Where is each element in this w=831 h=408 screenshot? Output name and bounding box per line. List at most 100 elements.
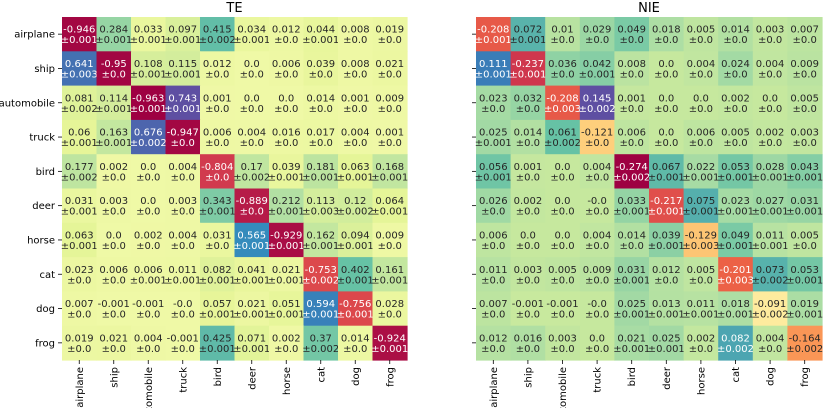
te-cell-error: ±0.001 <box>302 172 339 183</box>
nie-cell-error: ±0.0 <box>516 310 540 321</box>
te-cell-error: ±0.0 <box>205 69 229 80</box>
nie-heatmap-cell <box>579 222 615 258</box>
te-cell-value: 0.001 <box>375 128 404 139</box>
te-cell-error: ±0.001 <box>199 275 236 286</box>
nie-cell-value: 0.021 <box>617 333 646 344</box>
te-cell-value: 0.641 <box>65 59 94 70</box>
te-cell-error: ±0.001 <box>337 241 374 252</box>
nie-heatmap-cell <box>683 154 719 190</box>
te-cell-error: ±0.0 <box>378 35 402 46</box>
nie-heatmap-cell <box>649 119 685 155</box>
nie-heatmap-cell <box>510 291 546 327</box>
te-heatmap-cell <box>372 325 408 361</box>
nie-col-label: airplane <box>489 367 500 408</box>
nie-cell-error: ±0.001 <box>682 207 719 218</box>
nie-cell-value: 0.003 <box>548 333 577 344</box>
te-cell-error: ±0.001 <box>268 172 305 183</box>
nie-heatmap-cell <box>545 154 581 190</box>
nie-cell-error: ±0.001 <box>579 69 616 80</box>
te-col-label: horse <box>282 367 293 395</box>
nie-cell-error: ±0.002 <box>752 310 789 321</box>
te-cell-error: ±0.0 <box>378 138 402 149</box>
nie-cell-value: 0.014 <box>514 128 543 139</box>
nie-cell-value: -0.274 <box>616 162 648 173</box>
nie-cell-value: 0.008 <box>617 59 646 70</box>
nie-cell-value: -0.217 <box>650 196 682 207</box>
nie-cell-error: ±0.0 <box>585 35 609 46</box>
nie-col-label: truck <box>593 367 604 393</box>
te-cell-error: ±0.0 <box>171 207 195 218</box>
nie-cell-value: 0.01 <box>551 25 573 36</box>
te-heatmap-cell <box>96 154 132 190</box>
te-cell-value: -0.001 <box>132 299 164 310</box>
nie-heatmap-cell <box>545 325 581 361</box>
te-heatmap-cell <box>372 257 408 292</box>
te-heatmap-cell <box>62 154 98 190</box>
nie-heatmap-cell <box>579 291 615 327</box>
nie-heatmap-cell <box>545 291 581 327</box>
nie-heatmap-cell <box>476 51 512 87</box>
nie-cell-value: 0.005 <box>790 230 819 241</box>
te-cell-error: ±0.001 <box>61 138 98 149</box>
te-heatmap-cell <box>200 257 236 292</box>
nie-cell-error: ±0.001 <box>475 69 512 80</box>
te-cell-value: 0.743 <box>168 93 197 104</box>
nie-cell-value: -0.237 <box>512 59 544 70</box>
nie-heatmap-cell <box>476 188 512 224</box>
nie-cell-value: 0.049 <box>617 25 646 36</box>
nie-heatmap-cell <box>683 51 719 87</box>
te-cell-error: ±0.0 <box>136 241 160 252</box>
nie-heatmap-cell <box>683 119 719 155</box>
te-cell-error: ±0.0 <box>171 310 195 321</box>
te-cell-error: ±0.001 <box>302 35 339 46</box>
te-row-label: cat <box>39 270 55 281</box>
te-heatmap-cell <box>165 188 201 224</box>
nie-cell-error: ±0.0 <box>689 104 713 115</box>
nie-cell-error: ±0.001 <box>613 310 650 321</box>
nie-heatmap-cell <box>718 119 754 155</box>
nie-col-label: bird <box>627 367 638 386</box>
te-cell-value: 0.002 <box>99 162 128 173</box>
te-cell-error: ±0.001 <box>130 35 167 46</box>
te-cell-value: 0.17 <box>241 162 263 173</box>
nie-cell-value: -0.208 <box>477 25 509 36</box>
nie-cell-error: ±0.001 <box>682 172 719 183</box>
nie-heatmap-cell <box>476 325 512 361</box>
nie-heatmap-cell <box>649 291 685 327</box>
nie-heatmap-cell <box>614 188 650 224</box>
nie-cell-value: 0.004 <box>583 230 612 241</box>
nie-heatmap-cell <box>614 17 650 52</box>
nie-heatmap-cell <box>476 17 512 52</box>
nie-cell-value: 0.067 <box>652 162 681 173</box>
te-cell-value: 0.014 <box>341 333 370 344</box>
nie-cell-value: 0.027 <box>756 196 785 207</box>
nie-cell-error: ±0.001 <box>717 207 754 218</box>
nie-heatmap-cell <box>752 119 788 155</box>
te-heatmap-cell <box>62 85 98 121</box>
te-heatmap-cell <box>372 222 408 258</box>
te-heatmap-cell <box>165 257 201 292</box>
te-cell-error: ±0.0 <box>240 138 264 149</box>
te-cell-error: ±0.0 <box>171 344 195 355</box>
te-cell-error: ±0.001 <box>164 104 201 115</box>
nie-cell-error: ±0.001 <box>682 310 719 321</box>
te-heatmap-cell <box>62 188 98 224</box>
nie-cell-value: 0.001 <box>617 93 646 104</box>
te-heatmap-cell <box>131 17 167 52</box>
nie-cell-value: 0.012 <box>652 265 681 276</box>
nie-heatmap-cell <box>787 188 823 224</box>
nie-cell-error: ±0.0 <box>481 207 505 218</box>
te-heatmap-cell <box>165 291 201 327</box>
nie-cell-error: ±0.001 <box>648 344 685 355</box>
nie-cell-error: ±0.001 <box>786 310 823 321</box>
te-cell-error: ±0.002 <box>302 275 339 286</box>
te-cell-value: 0.002 <box>272 333 301 344</box>
nie-cell-error: ±0.0 <box>620 104 644 115</box>
nie-cell-error: ±0.0 <box>620 69 644 80</box>
nie-cell-error: ±0.001 <box>648 207 685 218</box>
te-heatmap-cell <box>62 119 98 155</box>
nie-cell-error: ±0.0 <box>481 104 505 115</box>
nie-cell-value: 0.061 <box>548 128 577 139</box>
te-cell-error: ±0.001 <box>130 104 167 115</box>
nie-cell-value: 0.073 <box>756 265 785 276</box>
